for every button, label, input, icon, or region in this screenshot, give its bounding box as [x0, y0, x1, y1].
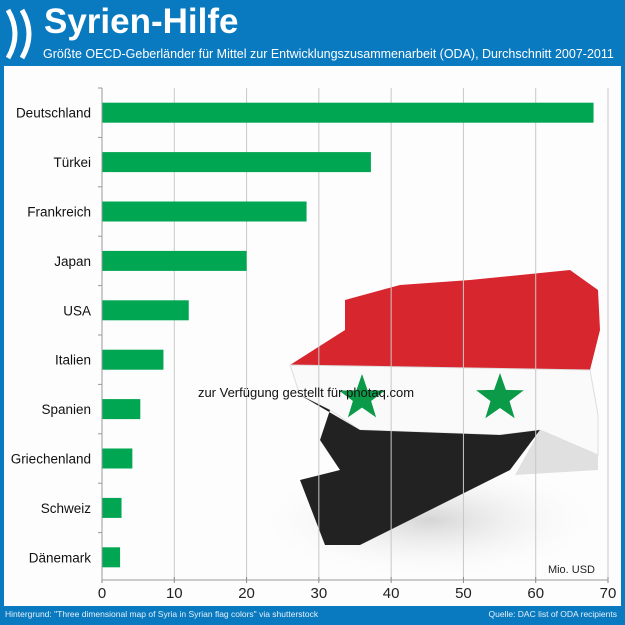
- bar-spanien: [102, 399, 141, 420]
- page-title: Syrien-Hilfe: [44, 2, 239, 41]
- unit-label: Mio. USD: [548, 564, 595, 576]
- background-credit: Hintergrund: "Three dimensional map of S…: [5, 609, 319, 619]
- category-label: USA: [63, 303, 91, 318]
- bar-frankreich: [102, 201, 307, 222]
- category-label: Schweiz: [41, 501, 92, 516]
- bar-schweiz: [102, 497, 122, 518]
- watermark: zur Verfügung gestellt für photaq.com: [198, 385, 414, 400]
- oecd-logo-icon: [6, 8, 32, 60]
- category-label: Japan: [54, 254, 91, 269]
- bar-dänemark: [102, 547, 121, 568]
- category-label: Türkei: [53, 155, 91, 170]
- bar-türkei: [102, 152, 371, 173]
- category-label: Deutschland: [16, 106, 91, 121]
- category-label: Frankreich: [27, 205, 91, 220]
- flag-star: [476, 373, 524, 419]
- source-note: Quelle: DAC list of ODA recipients: [488, 609, 618, 619]
- page-subtitle: Größte OECD-Geberländer für Mittel zur E…: [43, 47, 614, 61]
- x-tick-label: 40: [383, 585, 400, 602]
- x-tick-label: 50: [455, 585, 472, 602]
- x-tick-label: 20: [238, 585, 255, 602]
- x-tick-label: 30: [311, 585, 328, 602]
- x-tick-label: 10: [166, 585, 183, 602]
- syria-flag-map: [250, 270, 610, 580]
- category-label: Griechenland: [11, 452, 91, 467]
- flag-star: [339, 374, 385, 418]
- category-label: Spanien: [41, 402, 91, 417]
- bar-deutschland: [102, 102, 594, 123]
- bar-usa: [102, 300, 189, 321]
- category-label: Dänemark: [29, 550, 92, 565]
- x-tick-label: 70: [600, 585, 617, 602]
- category-label: Italien: [55, 353, 91, 368]
- x-tick-label: 60: [527, 585, 544, 602]
- bar-japan: [102, 250, 247, 271]
- x-tick-label: 0: [98, 585, 106, 602]
- bar-italien: [102, 349, 164, 370]
- bar-griechenland: [102, 448, 133, 469]
